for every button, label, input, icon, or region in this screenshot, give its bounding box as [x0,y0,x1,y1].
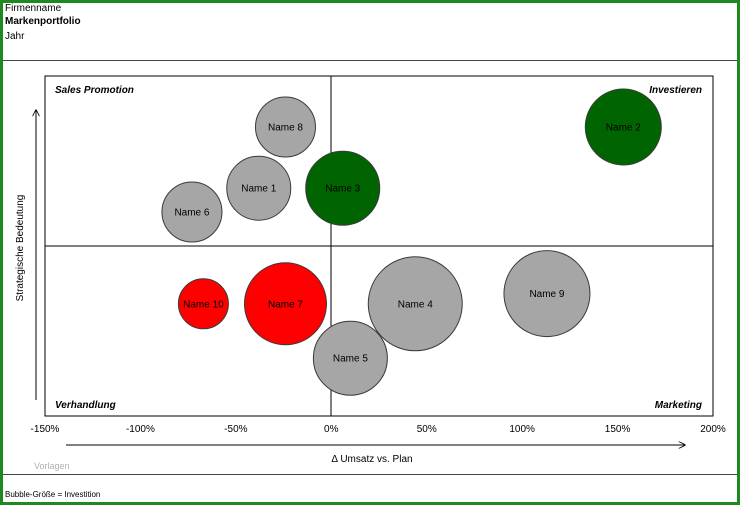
x-axis-label: Δ Umsatz vs. Plan [331,454,412,465]
x-tick-label: 50% [417,424,437,435]
bubble-label: Name 3 [325,184,360,195]
bubble [503,250,591,338]
y-axis-label: Strategische Bedeutung [15,195,26,302]
bubble-label: Name 5 [333,354,368,365]
bubble [254,96,316,158]
x-tick-label: 100% [509,424,535,435]
x-tick-label: 200% [700,424,726,435]
watermark: Vorlagen [34,461,70,471]
quadrant-label-marketing: Marketing [655,400,702,411]
footer-divider [3,474,737,475]
header-divider [3,60,737,61]
bubble-label: Name 4 [398,299,433,310]
x-tick-label: -150% [31,424,60,435]
x-tick-label: -100% [126,424,155,435]
quadrant-label-sales-promotion: Sales Promotion [55,85,134,96]
page-title: Markenportfolio [5,16,81,27]
bubble-label: Name 1 [241,184,276,195]
quadrant-label-investieren: Investieren [649,85,702,96]
year-label: Jahr [5,31,25,42]
bubble [243,262,327,346]
bubble [312,320,388,396]
bubble-label: Name 10 [183,299,224,310]
bubble-size-note: Bubble-Größe = Investition [5,490,101,499]
bubbles: Name 1 Name 2 Name 3 Name 4 Name 5 Name 6 Name… [161,88,662,396]
bubble [367,256,463,352]
bubble [226,155,292,221]
bubble-label: Name 6 [174,208,209,219]
bubble [305,150,381,226]
bubble-label: Name 9 [529,289,564,300]
x-tick-label: 0% [324,424,339,435]
bubble [584,88,662,166]
company-name: Firmenname [5,3,62,14]
x-tick-label: -50% [224,424,247,435]
quadrant-label-verhandlung: Verhandlung [55,400,116,411]
bubble-label: Name 7 [268,299,303,310]
x-tick-labels: -150% -100% -50% 0% 50% 100% 150% 200% [31,424,726,435]
bubble-label: Name 8 [268,123,303,134]
bubble-label: Name 2 [606,123,641,134]
x-tick-label: 150% [605,424,631,435]
bubble [177,278,229,330]
bubble [161,181,223,243]
